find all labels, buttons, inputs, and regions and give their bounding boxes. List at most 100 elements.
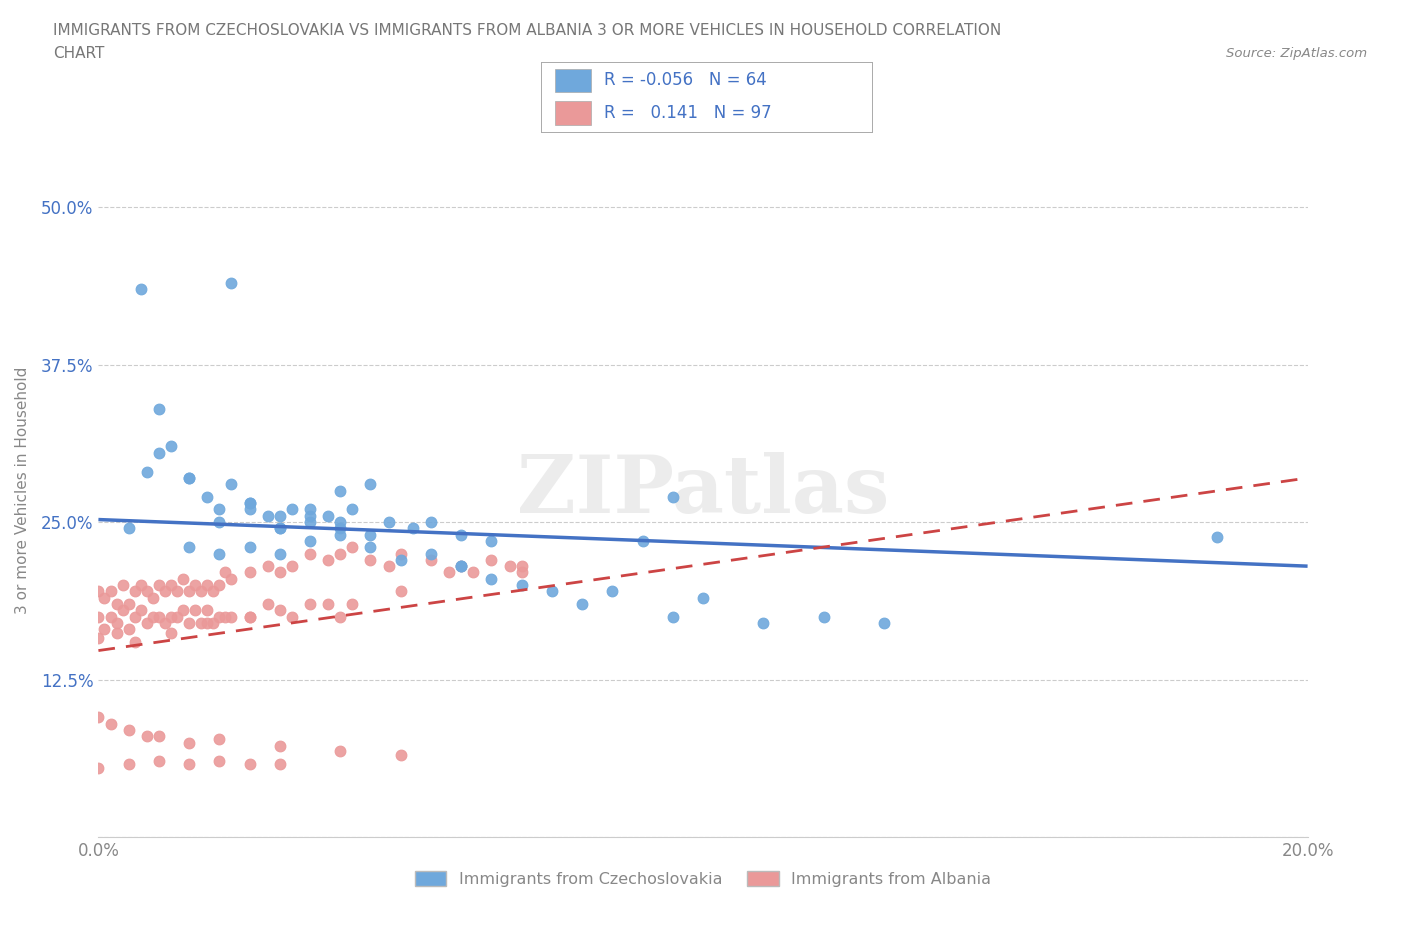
Text: IMMIGRANTS FROM CZECHOSLOVAKIA VS IMMIGRANTS FROM ALBANIA 3 OR MORE VEHICLES IN : IMMIGRANTS FROM CZECHOSLOVAKIA VS IMMIGR… [53,23,1001,38]
Point [329,527,352,542]
Point [148,401,170,416]
Point [179,471,201,485]
Point [153,584,176,599]
Point [360,539,382,554]
Point [179,616,201,631]
Point [179,471,201,485]
Point [329,744,352,759]
Point [93,622,115,637]
Point [342,539,364,554]
Point [118,521,141,536]
Point [118,622,141,637]
Point [160,578,183,592]
Point [481,552,503,567]
Point [129,578,152,592]
Point [148,445,170,460]
Point [153,616,176,631]
Point [316,509,339,524]
Point [160,439,183,454]
Point [299,534,322,549]
Y-axis label: 3 or more Vehicles in Household: 3 or more Vehicles in Household [15,367,30,614]
Point [179,539,201,554]
Point [420,514,443,529]
Point [208,546,231,561]
Point [281,502,304,517]
Point [239,502,262,517]
Point [172,571,194,586]
Point [239,539,262,554]
Legend: Immigrants from Czechoslovakia, Immigrants from Albania: Immigrants from Czechoslovakia, Immigran… [406,863,1000,895]
Point [481,534,503,549]
Point [93,591,115,605]
Point [631,534,654,549]
Point [111,578,134,592]
Point [135,729,157,744]
Point [129,603,152,618]
Point [342,502,364,517]
Point [142,609,165,624]
Point [202,616,225,631]
Point [450,559,472,574]
Point [269,738,291,753]
Point [202,584,225,599]
Point [129,282,152,297]
Point [450,559,472,574]
Point [510,565,533,580]
Point [135,584,157,599]
Point [692,591,714,605]
Point [111,603,134,618]
Point [360,527,382,542]
Point [299,502,322,517]
Point [873,616,896,631]
Point [437,565,460,580]
Point [221,609,243,624]
Text: CHART: CHART [53,46,105,61]
Point [239,496,262,511]
Point [100,584,122,599]
Point [214,609,236,624]
Point [105,616,128,631]
Point [239,609,262,624]
Point [813,609,835,624]
Point [752,616,775,631]
Point [463,565,485,580]
Point [160,626,183,641]
Point [281,559,304,574]
Point [571,596,593,611]
Point [420,552,443,567]
FancyBboxPatch shape [554,101,591,126]
Point [329,484,352,498]
Point [281,609,304,624]
Point [342,596,364,611]
Point [100,716,122,731]
Point [299,596,322,611]
Point [195,578,218,592]
Point [329,609,352,624]
Point [269,756,291,771]
Point [316,552,339,567]
Text: ZIPatlas: ZIPatlas [517,452,889,529]
Point [481,571,503,586]
Point [184,603,207,618]
Point [208,754,231,769]
Point [389,748,412,763]
Text: Source: ZipAtlas.com: Source: ZipAtlas.com [1226,46,1367,60]
Point [269,521,291,536]
Point [87,609,110,624]
Point [269,521,291,536]
Point [1206,530,1229,545]
Point [389,584,412,599]
Point [450,559,472,574]
Point [299,546,322,561]
Point [87,710,110,724]
Point [510,578,533,592]
Point [420,546,443,561]
Point [166,609,188,624]
Point [118,723,141,737]
Point [329,514,352,529]
Point [269,546,291,561]
Point [221,571,243,586]
Point [299,509,322,524]
Point [377,559,399,574]
Point [214,565,236,580]
